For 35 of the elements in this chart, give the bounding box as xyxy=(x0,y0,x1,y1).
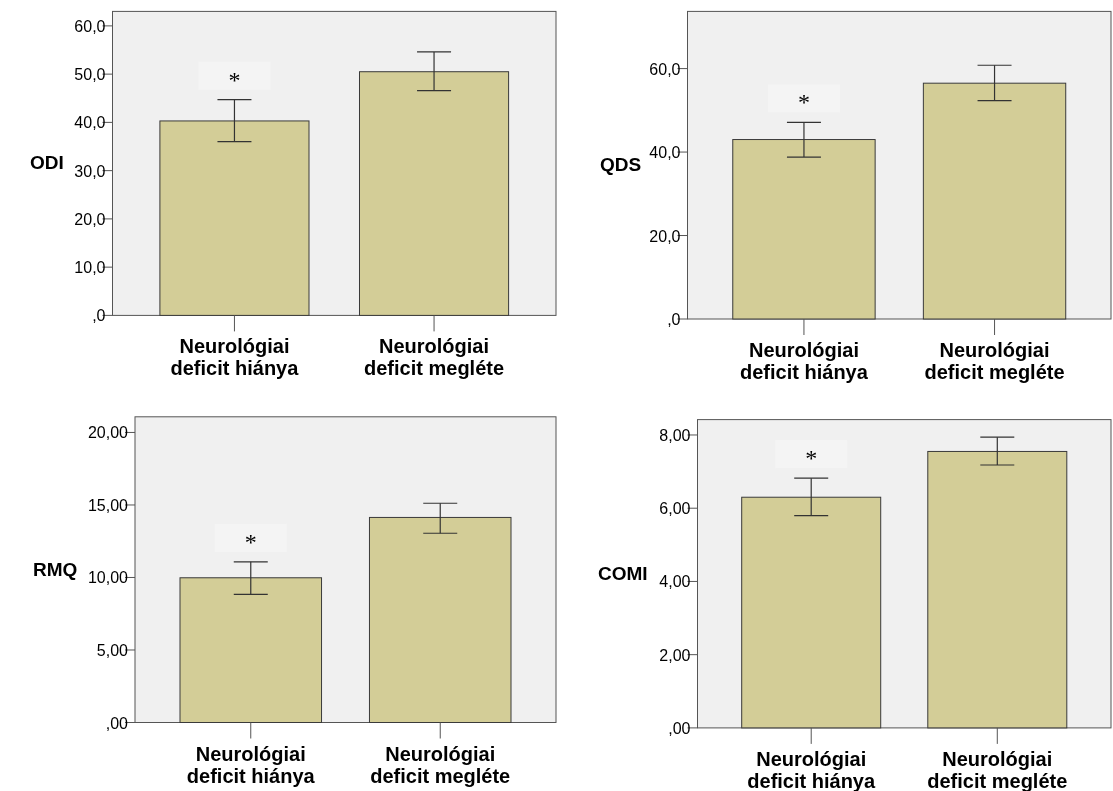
x-tick-label: Neurológiai deficit hiánya xyxy=(186,742,316,787)
y-tick-label: 8,00 xyxy=(659,426,691,444)
y-tick-label: 50,0 xyxy=(74,66,106,84)
y-tick-label: 30,0 xyxy=(74,162,106,180)
y-tick-label: 4,00 xyxy=(659,573,691,591)
y-tick-label: 10,0 xyxy=(74,259,106,277)
y-tick-label: 15,00 xyxy=(87,496,129,514)
x-tick-label: Neurológiai deficit megléte xyxy=(364,335,505,380)
y-axis-title: COMI xyxy=(598,562,648,584)
y-tick-label: 5,00 xyxy=(96,641,129,659)
y-tick-label: ,0 xyxy=(92,307,106,325)
y-tick-label: 6,00 xyxy=(659,500,691,518)
x-tick-label: Neurológiai deficit megléte xyxy=(924,339,1065,383)
y-tick-label: 40,0 xyxy=(74,114,106,132)
y-axis-title: ODI xyxy=(30,152,64,174)
x-tick-label: Neurológiai deficit hiánya xyxy=(170,335,300,380)
y-tick-label: 60,0 xyxy=(74,17,106,35)
y-tick-label: 20,00 xyxy=(87,424,129,442)
y-tick-label: 20,0 xyxy=(74,210,106,228)
annotation: * xyxy=(244,528,257,555)
annotation: * xyxy=(228,66,241,93)
y-axis-title: RMQ xyxy=(33,558,78,580)
annotation: * xyxy=(805,445,818,472)
y-tick-label: 40,0 xyxy=(649,144,681,162)
x-tick-label: Neurológiai deficit megléte xyxy=(370,742,511,787)
y-tick-label: ,00 xyxy=(105,714,129,732)
y-tick-label: 2,00 xyxy=(659,646,691,664)
annotation: * xyxy=(797,89,810,116)
y-tick-label: 60,0 xyxy=(649,60,681,78)
y-tick-label: ,00 xyxy=(668,719,691,737)
y-tick-label: 20,0 xyxy=(649,227,681,245)
x-tick-label: Neurológiai deficit hiánya xyxy=(740,339,869,383)
y-axis-title: QDS xyxy=(600,154,642,176)
y-tick-label: 10,00 xyxy=(87,569,129,587)
y-tick-label: ,0 xyxy=(667,311,681,328)
